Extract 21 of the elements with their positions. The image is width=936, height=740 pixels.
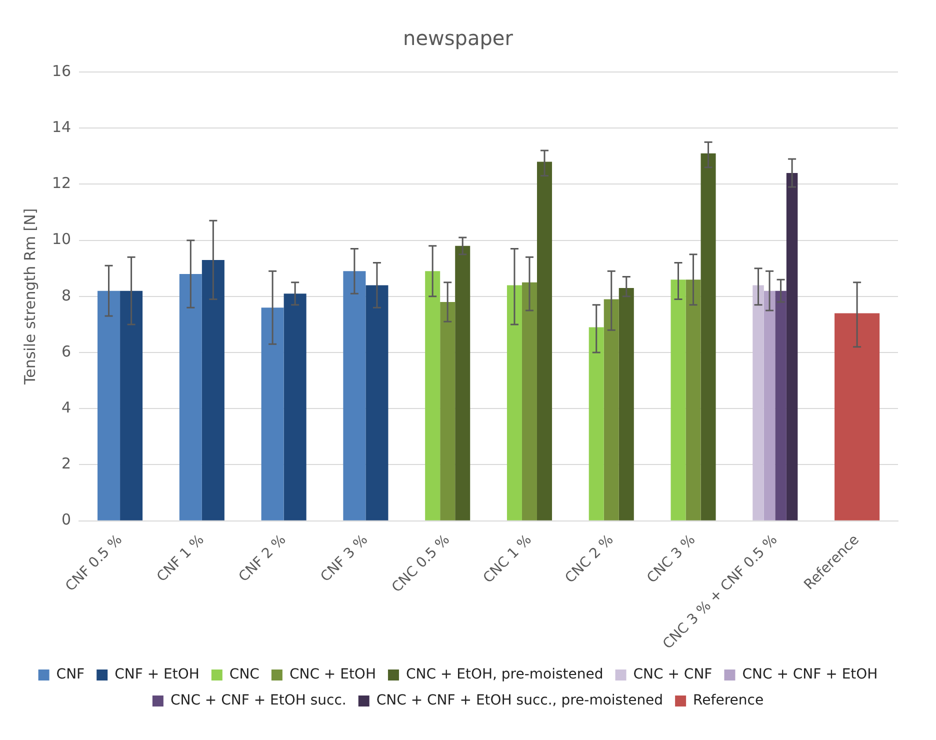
y-tick-label: 6	[62, 342, 72, 360]
y-tick-label: 12	[52, 174, 72, 192]
legend-label: CNC + CNF + EtOH succ.	[170, 692, 346, 709]
y-axis-title: Tensile strength Rm [N]	[20, 208, 39, 386]
legend-label: CNC + CNF + EtOH succ., pre-moistened	[376, 692, 664, 709]
y-tick-label: 0	[62, 510, 72, 529]
y-tick-label: 4	[62, 398, 72, 417]
legend-label: CNC + CNF	[633, 666, 712, 683]
legend-label: Reference	[693, 692, 764, 709]
y-tick-label: 16	[52, 62, 72, 80]
legend-label: CNC + EtOH, pre-moistened	[406, 666, 604, 683]
legend-label: CNC + EtOH	[289, 666, 376, 683]
y-tick-label: 2	[62, 454, 72, 473]
y-tick-label: 10	[52, 230, 72, 248]
y-tick-label: 14	[52, 118, 72, 136]
y-tick-label: 8	[62, 286, 72, 304]
legend-label: CNF	[56, 666, 85, 683]
legend-label: CNC + CNF + EtOH	[742, 666, 878, 683]
legend-label: CNF + EtOH	[114, 666, 200, 683]
legend-label: CNC	[229, 666, 260, 683]
chart-title: newspaper	[403, 26, 514, 50]
